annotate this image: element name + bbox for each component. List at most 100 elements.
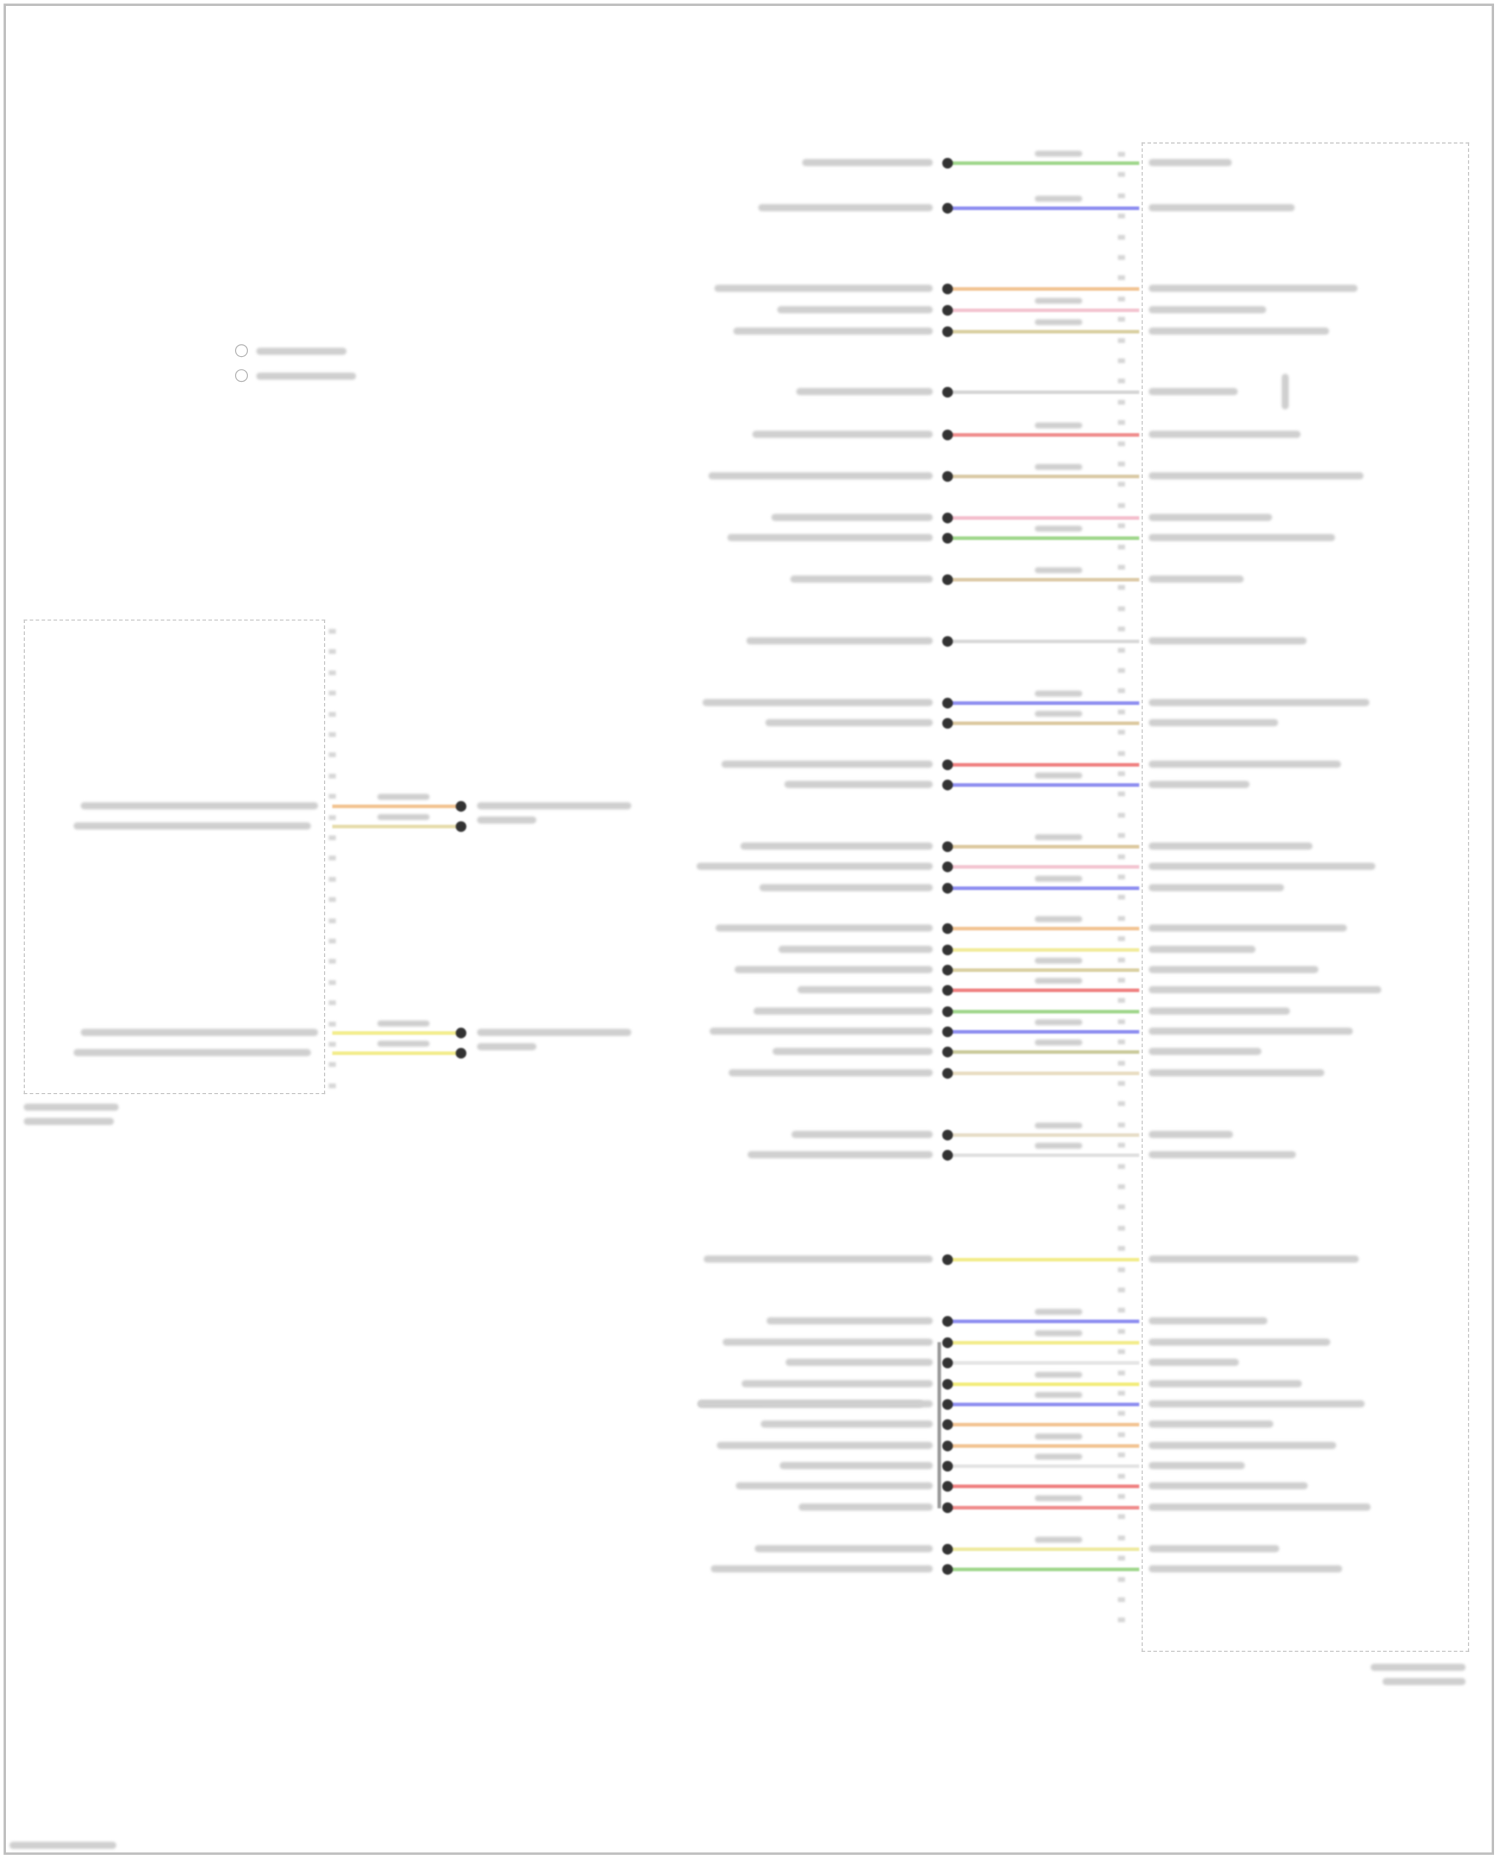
- pin-function-label: [1148, 945, 1256, 953]
- connector-pin: [1117, 440, 1125, 446]
- wire-source-label: [759, 884, 933, 892]
- connector-pin: [1117, 688, 1125, 694]
- wire-end-dot: [455, 1027, 467, 1039]
- wire: [949, 1567, 1140, 1572]
- connector-pin: [328, 1083, 336, 1088]
- wire-end-dot: [942, 779, 953, 791]
- wire: [949, 763, 1140, 767]
- wire-end-dot: [942, 944, 953, 956]
- pin-function-label: [1148, 159, 1232, 167]
- wire-color-code: [1034, 1495, 1083, 1502]
- connector-caption: [23, 1103, 119, 1111]
- wire: [332, 1051, 461, 1055]
- connector-pin: [1117, 585, 1125, 591]
- connector-pin: [1117, 317, 1125, 322]
- connector-pin: [1117, 1411, 1125, 1417]
- wire: [949, 1133, 1140, 1137]
- connector-pin: [1117, 1122, 1125, 1128]
- wire-source-label: [778, 945, 933, 953]
- pin-function-label: [1148, 1358, 1239, 1366]
- wire-end-dot: [942, 697, 953, 709]
- connector-pin: [1117, 379, 1125, 384]
- connector-pin: [1117, 193, 1125, 198]
- wire-source-label: [733, 327, 933, 335]
- wire-source-label: [790, 575, 933, 583]
- connector-pin: [1117, 234, 1125, 240]
- pin-function-label: [1148, 430, 1301, 438]
- connector-pin: [1117, 296, 1125, 302]
- wire-color-code: [377, 793, 430, 800]
- wire-color-code: [1034, 1433, 1083, 1440]
- wire: [949, 1257, 1140, 1262]
- connector-pin: [1117, 358, 1125, 364]
- wire-color-code: [1034, 710, 1083, 717]
- wire: [949, 948, 1140, 952]
- connector-pin: [1117, 1019, 1125, 1024]
- wire: [949, 474, 1140, 479]
- pin-function-label: [1148, 204, 1295, 212]
- pin-function-label: [1148, 1545, 1280, 1553]
- wire-color-code: [377, 1020, 430, 1027]
- wire-end-dot: [942, 1316, 953, 1327]
- wire: [949, 161, 1140, 165]
- connector-pin: [1117, 1039, 1125, 1045]
- wire-end-dot: [942, 326, 953, 338]
- wire-end-dot: [942, 157, 953, 169]
- wire-source-label: [746, 637, 933, 645]
- wire-end-dot: [942, 1378, 953, 1390]
- connector-pin: [1117, 1473, 1125, 1479]
- wire: [949, 536, 1140, 540]
- wire-destination-label: [477, 1043, 537, 1051]
- wire: [949, 926, 1140, 931]
- connector-pin: [328, 918, 336, 923]
- wire-end-dot: [942, 1399, 953, 1410]
- connector-pin: [1117, 502, 1125, 508]
- wire-source-label: [734, 965, 933, 974]
- connector-pin: [1117, 172, 1125, 178]
- wire-color-code: [1034, 977, 1083, 984]
- wire: [332, 824, 461, 829]
- connector-pin: [1117, 895, 1125, 900]
- pin-function-label: [1148, 1130, 1233, 1139]
- wire-color-code: [1034, 1122, 1083, 1129]
- connector-pin: [1117, 461, 1125, 467]
- wire: [949, 988, 1140, 993]
- wire-end-dot: [942, 882, 953, 894]
- wire: [949, 1505, 1140, 1510]
- connector-pin: [1117, 1494, 1125, 1499]
- connector-pin: [1117, 1349, 1125, 1355]
- wire: [949, 1153, 1140, 1158]
- wire-end-dot: [942, 1046, 953, 1058]
- connector-caption: [23, 1117, 114, 1125]
- wire-end-dot: [942, 429, 953, 441]
- wire-destination-label: [477, 1028, 632, 1036]
- wire-source-label: [722, 1338, 933, 1346]
- wire: [949, 206, 1140, 211]
- wire-color-code: [1034, 1391, 1083, 1398]
- wire: [949, 1340, 1140, 1345]
- wire: [949, 1030, 1140, 1034]
- connector-pin: [1117, 523, 1125, 529]
- pin-function-label: [1148, 388, 1238, 396]
- pin-function-label: [1148, 1317, 1268, 1325]
- connector-pin: [1117, 1514, 1125, 1520]
- wire-color-code: [1034, 463, 1083, 470]
- wire-end-dot: [942, 636, 953, 647]
- connector-pin: [328, 690, 336, 696]
- wire: [949, 701, 1140, 705]
- wire-end-dot: [942, 283, 953, 295]
- connector-caption: [1382, 1677, 1466, 1686]
- connector-pin: [1117, 564, 1125, 570]
- connector-pin: [1117, 275, 1125, 281]
- wire-source-label: [758, 204, 933, 212]
- wire: [949, 1464, 1140, 1468]
- connector-pin: [328, 1041, 336, 1047]
- wire: [949, 433, 1140, 437]
- connector-circle-icon: [234, 344, 249, 358]
- wire-source-label: [760, 1420, 933, 1428]
- connector-pin: [328, 835, 336, 841]
- pin-function-label: [1148, 1441, 1337, 1449]
- connector-pin: [1117, 1576, 1125, 1582]
- legend-label: [256, 347, 347, 355]
